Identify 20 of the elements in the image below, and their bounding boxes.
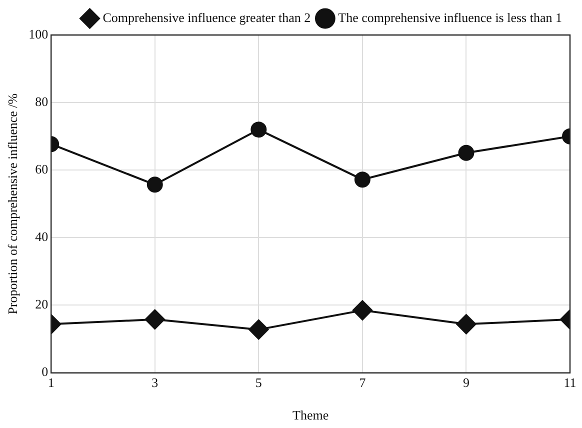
x-tick-label: 11 bbox=[564, 375, 576, 390]
x-axis-title: Theme bbox=[292, 408, 329, 423]
y-tick-label: 40 bbox=[35, 229, 48, 244]
legend-label: The comprehensive influence is less than 1 bbox=[338, 10, 562, 25]
y-tick-label: 80 bbox=[35, 94, 48, 109]
x-tick-label: 9 bbox=[462, 375, 470, 390]
y-tick-label: 0 bbox=[42, 364, 48, 380]
x-tick-label: 7 bbox=[359, 375, 366, 390]
y-tick-label: 100 bbox=[28, 26, 48, 42]
point bbox=[352, 300, 372, 320]
point bbox=[248, 320, 269, 340]
legend-label: Comprehensive influence greater than 2 bbox=[102, 10, 311, 25]
point bbox=[354, 172, 370, 188]
y-axis-title: Proportion of comprehensive influence /% bbox=[5, 93, 20, 314]
point bbox=[250, 122, 267, 138]
y-tick-label: 60 bbox=[35, 162, 48, 177]
x-tick-label: 3 bbox=[152, 375, 158, 390]
x-tick-label: 1 bbox=[48, 375, 54, 390]
y-tick-label: 20 bbox=[35, 296, 48, 312]
x-tick-label: 5 bbox=[255, 375, 262, 390]
